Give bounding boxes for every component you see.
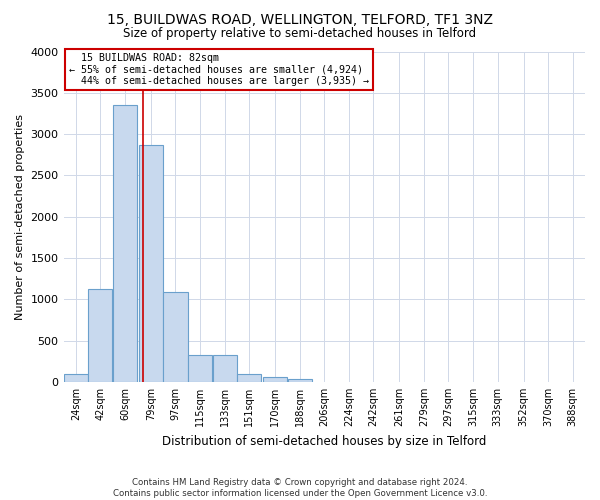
Text: 15 BUILDWAS ROAD: 82sqm
← 55% of semi-detached houses are smaller (4,924)
  44% : 15 BUILDWAS ROAD: 82sqm ← 55% of semi-de…: [69, 53, 369, 86]
Text: Contains HM Land Registry data © Crown copyright and database right 2024.
Contai: Contains HM Land Registry data © Crown c…: [113, 478, 487, 498]
Y-axis label: Number of semi-detached properties: Number of semi-detached properties: [15, 114, 25, 320]
Bar: [88, 290, 112, 382]
Bar: [212, 356, 237, 382]
Bar: [188, 356, 212, 382]
Text: 15, BUILDWAS ROAD, WELLINGTON, TELFORD, TF1 3NZ: 15, BUILDWAS ROAD, WELLINGTON, TELFORD, …: [107, 12, 493, 26]
Bar: [64, 374, 88, 382]
Bar: [163, 292, 188, 382]
Text: Size of property relative to semi-detached houses in Telford: Size of property relative to semi-detach…: [124, 28, 476, 40]
Bar: [139, 145, 163, 382]
X-axis label: Distribution of semi-detached houses by size in Telford: Distribution of semi-detached houses by …: [162, 434, 487, 448]
Bar: [113, 105, 137, 382]
Bar: [287, 380, 312, 382]
Bar: [263, 378, 287, 382]
Bar: [237, 374, 261, 382]
